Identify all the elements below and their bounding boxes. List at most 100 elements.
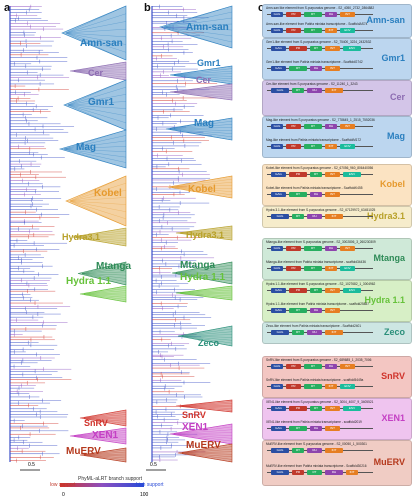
tree-b-wedge-leaf bbox=[181, 452, 233, 460]
tree-b-wedge-leaf bbox=[169, 128, 233, 138]
tree-a-wedge-leaf bbox=[81, 268, 127, 274]
tree-a-wedge-leaf bbox=[75, 230, 127, 238]
gene-domain-int: INT bbox=[325, 426, 340, 431]
gene-domain-pr: PR bbox=[286, 12, 301, 17]
gene-domain-rt: RT bbox=[304, 364, 322, 369]
element-box-kobel: Kobel Kobel-like element from S.purpuratu… bbox=[262, 164, 412, 206]
gene-domain-rh: RH bbox=[310, 66, 322, 71]
tree-b-wedge-leaf bbox=[163, 23, 233, 28]
tree-b-wedge-leaf bbox=[181, 448, 233, 454]
tree-b-clade-wedge-gmr1 bbox=[169, 65, 233, 85]
tree-a-wedge-leaf bbox=[65, 32, 127, 53]
tree-a-wedge-leaf bbox=[73, 66, 127, 72]
gene-domain-int: INT bbox=[325, 406, 340, 411]
gene-domain-int: INT bbox=[340, 12, 355, 17]
element-box-muerv: MuERV MuERV-like element from S.purpuratu… bbox=[262, 440, 412, 486]
gene-domain-int: INT bbox=[325, 308, 340, 313]
scale-bar-b-label: 0.5 bbox=[150, 462, 157, 468]
element-description: Amn-san like element from S.purpuratus g… bbox=[266, 6, 375, 10]
tree-b-clade-wedge-mtanga bbox=[171, 261, 233, 285]
clade-label-kobel: Kobel bbox=[188, 184, 216, 195]
element-box-label-mag: Mag bbox=[387, 131, 405, 141]
tree-a-wedge-leaf bbox=[75, 236, 127, 244]
tree-a-wedge-leaf bbox=[73, 430, 127, 437]
tree-a-wedge-leaf bbox=[83, 293, 127, 300]
gene-domain-int: INT bbox=[325, 28, 337, 33]
element-description: Kobel-like element from S.purpuratus gen… bbox=[266, 166, 374, 170]
gene-domain-env: ENV bbox=[340, 144, 355, 149]
gene-domain-env: ENV bbox=[340, 28, 355, 33]
tree-b-wedge-leaf bbox=[173, 426, 233, 435]
tree-b-wedge-leaf bbox=[173, 74, 233, 80]
tree-b-wedge-leaf bbox=[175, 261, 233, 274]
tree-b-wedge-leaf bbox=[181, 325, 233, 337]
tree-b-wedge-leaf bbox=[179, 285, 233, 294]
clade-label-xen1: XEN1 bbox=[182, 422, 209, 433]
tree-b-wedge-leaf bbox=[163, 5, 233, 28]
tree-a-wedge-leaf bbox=[83, 293, 127, 298]
element-box-snrv: SnRV SnRV-like element from S.purpuratus … bbox=[262, 356, 412, 398]
tree-a-wedge-leaf bbox=[83, 409, 127, 419]
tree-b-wedge-leaf bbox=[173, 86, 233, 93]
gene-domain-gag: GAG bbox=[271, 172, 286, 177]
tree-a-wedge-leaf bbox=[83, 288, 127, 295]
tree-a-wedge-leaf bbox=[83, 414, 127, 419]
tree-b-wedge-leaf bbox=[171, 186, 233, 192]
tree-b-wedge-leaf bbox=[179, 232, 233, 235]
element-description: XEN1-like element from S.purpuratus geno… bbox=[266, 400, 374, 404]
tree-b-wedge-leaf bbox=[179, 287, 233, 294]
gene-domain-pr: PR bbox=[289, 172, 307, 177]
tree-a-wedge-leaf bbox=[83, 292, 127, 295]
tree-a-clade-wedge-amn bbox=[61, 5, 127, 61]
element-description: SnRV-like element from S.purpuratus geno… bbox=[266, 358, 372, 362]
gene-domain-gag: GAG bbox=[271, 308, 286, 313]
element-box-label-cer: Cer bbox=[389, 92, 405, 102]
gene-domain-rt: RT bbox=[289, 426, 307, 431]
tree-b-wedge-leaf bbox=[179, 292, 233, 301]
gene-domain-int: INT bbox=[340, 246, 355, 251]
clade-label-gmr1: Gmr1 bbox=[88, 97, 115, 108]
gene-domain-gag: GAG bbox=[271, 144, 283, 149]
tree-b-wedge-leaf bbox=[179, 225, 233, 234]
tree-b-wedge-leaf bbox=[175, 264, 233, 274]
gene-domain-gag: GAG bbox=[271, 384, 283, 389]
tree-a-wedge-leaf bbox=[75, 235, 127, 238]
tree-b-wedge-leaf bbox=[175, 268, 233, 274]
tree-a-wedge-leaf bbox=[83, 454, 127, 461]
tree-a-wedge-leaf bbox=[83, 293, 127, 296]
gene-domain-rt: RT bbox=[289, 66, 307, 71]
tree-a-wedge-leaf bbox=[69, 175, 127, 202]
tree-b-wedge-leaf bbox=[169, 128, 233, 131]
gene-domain-gag: GAG bbox=[271, 288, 286, 293]
element-box-mag: Mag Mag-like element from S.purpuratus ge… bbox=[262, 116, 412, 158]
gene-domain-pr: PR bbox=[289, 406, 307, 411]
gene-domain-pr: PR bbox=[289, 288, 307, 293]
gene-domain-rh: RH bbox=[325, 470, 343, 475]
gene-domain-gag: GAG bbox=[271, 66, 286, 71]
tree-a-wedge-leaf bbox=[67, 104, 127, 124]
tree-a-wedge-leaf bbox=[65, 32, 127, 61]
gene-domain-rh: RH bbox=[310, 426, 322, 431]
tree-b-wedge-leaf bbox=[169, 128, 233, 141]
tree-b-wedge-leaf bbox=[169, 120, 233, 130]
tree-b-wedge-leaf bbox=[179, 405, 233, 411]
gene-domain-rt: RT bbox=[304, 384, 322, 389]
gene-domain-rt: RT bbox=[304, 266, 322, 271]
tree-a-wedge-leaf bbox=[83, 449, 127, 456]
tree-b-wedge-leaf bbox=[181, 452, 233, 455]
panel-b-letter: b bbox=[144, 2, 151, 14]
tree-a-wedge-leaf bbox=[69, 200, 127, 227]
tree-b-wedge-leaf bbox=[181, 335, 233, 347]
tree-a-wedge-leaf bbox=[65, 21, 127, 34]
element-box-label-muerv: MuERV bbox=[373, 457, 405, 467]
tree-b-wedge-leaf bbox=[175, 271, 233, 274]
tree-a-wedge-leaf bbox=[81, 273, 127, 276]
gene-domain-rh: RH bbox=[310, 308, 322, 313]
tree-a-wedge-leaf bbox=[63, 148, 127, 163]
element-description: Gmr1-like element from Patiria miniata t… bbox=[266, 60, 363, 64]
tree-b-wedge-leaf bbox=[169, 117, 233, 130]
legend-high-label: high support bbox=[136, 482, 164, 488]
tree-a-wedge-leaf bbox=[67, 86, 127, 106]
tree-b-wedge-leaf bbox=[173, 433, 233, 436]
tree-a-wedge-leaf bbox=[67, 104, 127, 131]
